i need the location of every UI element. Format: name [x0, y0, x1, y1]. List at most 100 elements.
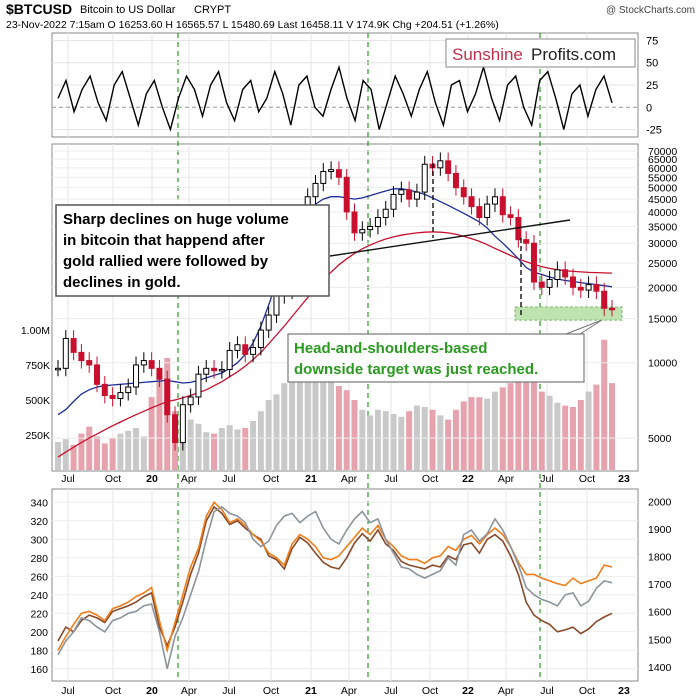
price-tick-label: 10000	[648, 358, 677, 370]
price-candle	[257, 329, 264, 349]
osc-tick-label: -25	[646, 125, 662, 137]
price-candle	[101, 383, 108, 396]
price-candle	[328, 169, 335, 173]
metals-left-tick: 240	[30, 590, 48, 602]
price-candle	[538, 281, 545, 288]
volume-bar	[289, 365, 296, 470]
price-candle	[218, 368, 225, 372]
volume-bar	[218, 428, 225, 470]
volume-bar	[312, 363, 319, 470]
price-candle	[179, 404, 186, 444]
volume-bar	[101, 443, 108, 470]
price-candle	[437, 160, 444, 169]
price-tick-label: 15000	[648, 314, 677, 326]
x-axis-labels: Jul Jul Oct Oct 20 20 Apr Apr Jul Jul Oct Oct 21 21 Ap…	[61, 473, 630, 697]
x-tick-label: Oct	[105, 685, 121, 697]
volume-bar	[460, 401, 467, 470]
metals-left-tick: 260	[30, 571, 48, 583]
volume-tick-label: 500K	[25, 395, 50, 407]
volume-bar	[507, 383, 514, 470]
volume-bar	[187, 419, 194, 470]
volume-bar	[125, 430, 132, 470]
x-tick-label: Apr	[498, 473, 515, 485]
price-candle	[133, 364, 140, 388]
price-candle	[195, 373, 202, 398]
volume-bar	[195, 423, 202, 470]
metals-series-0	[57, 505, 613, 648]
price-candle	[55, 367, 61, 371]
volume-bar	[94, 436, 101, 470]
price-candle	[312, 182, 319, 198]
price-candle	[484, 203, 491, 219]
volume-bar	[476, 397, 483, 470]
chart-symbol: $BTCUSD	[6, 1, 72, 17]
price-tick-label: 70000	[648, 146, 677, 158]
volume-bar	[593, 384, 600, 470]
ma-blue-line	[57, 188, 613, 416]
price-tick-label: 45000	[648, 194, 677, 206]
price-tick-label: 20000	[648, 282, 677, 294]
x-tick-label: Apr	[341, 473, 358, 485]
metals-left-tick: 340	[30, 497, 48, 509]
metals-series-1	[57, 501, 613, 654]
volume-bar	[265, 400, 272, 470]
price-candle	[351, 211, 358, 234]
annotation-left: Sharp declines on huge volume in bitcoin…	[55, 204, 330, 297]
price-candle	[530, 242, 537, 283]
price-y-ticks: 5000 10000 15000 20000 25000 30000 35000 400004…	[648, 146, 677, 445]
price-candle	[523, 239, 530, 244]
metals-left-tick: 160	[30, 664, 48, 676]
price-tick-label: 40000	[648, 207, 677, 219]
price-candle	[335, 169, 342, 178]
x-tick-label: Apr	[341, 685, 358, 697]
price-candle	[452, 172, 459, 189]
volume-bar	[452, 409, 459, 470]
price-candle	[585, 284, 592, 291]
volume-bar	[374, 409, 381, 470]
x-tick-label: Jul	[540, 473, 553, 485]
volume-bar	[242, 428, 249, 470]
volume-bar	[445, 419, 452, 470]
price-candle	[507, 214, 514, 219]
price-candle	[445, 160, 452, 174]
x-tick-label: Jul	[61, 685, 74, 697]
price-candle	[164, 378, 171, 416]
price-candle	[390, 193, 397, 210]
x-tick-label: 22	[462, 473, 474, 485]
x-tick-label: 21	[305, 473, 317, 485]
price-candle	[203, 367, 210, 375]
metals-right-tick: 1400	[648, 662, 672, 674]
x-tick-label: Jul	[61, 473, 74, 485]
volume-bar	[117, 433, 124, 470]
x-tick-label: Oct	[422, 473, 438, 485]
volume-bar	[226, 425, 233, 470]
price-tick-label: 50000	[648, 183, 677, 195]
volume-bar	[140, 436, 147, 470]
volume-bar	[546, 395, 553, 470]
volume-bar	[390, 414, 397, 470]
osc-tick-label: 25	[646, 80, 658, 92]
volume-bar	[398, 416, 405, 470]
neckline	[329, 219, 571, 257]
metals-right-tick: 1900	[648, 524, 672, 536]
volume-bar	[585, 391, 592, 470]
x-tick-label: Oct	[422, 685, 438, 697]
volume-bar	[250, 421, 257, 470]
annotation-left-line2: in bitcoin that happend after	[63, 232, 265, 249]
x-tick-label: Oct	[263, 685, 279, 697]
metals-right-tick: 1600	[648, 607, 672, 619]
volume-bar	[203, 432, 210, 470]
chart-exchange: CRYPT	[194, 4, 231, 16]
x-tick-label: Jul	[222, 473, 235, 485]
price-candle	[374, 217, 381, 227]
annotation-left-line4: declines in gold.	[63, 274, 181, 291]
volume-bar	[538, 391, 545, 470]
x-tick-label: 21	[305, 685, 317, 697]
price-candle	[546, 278, 553, 288]
metals-right-tick: 1700	[648, 579, 672, 591]
price-candle	[250, 347, 257, 355]
metals-left-tick: 280	[30, 553, 48, 565]
volume-bar	[86, 426, 93, 470]
price-tick-label: 30000	[648, 238, 677, 250]
